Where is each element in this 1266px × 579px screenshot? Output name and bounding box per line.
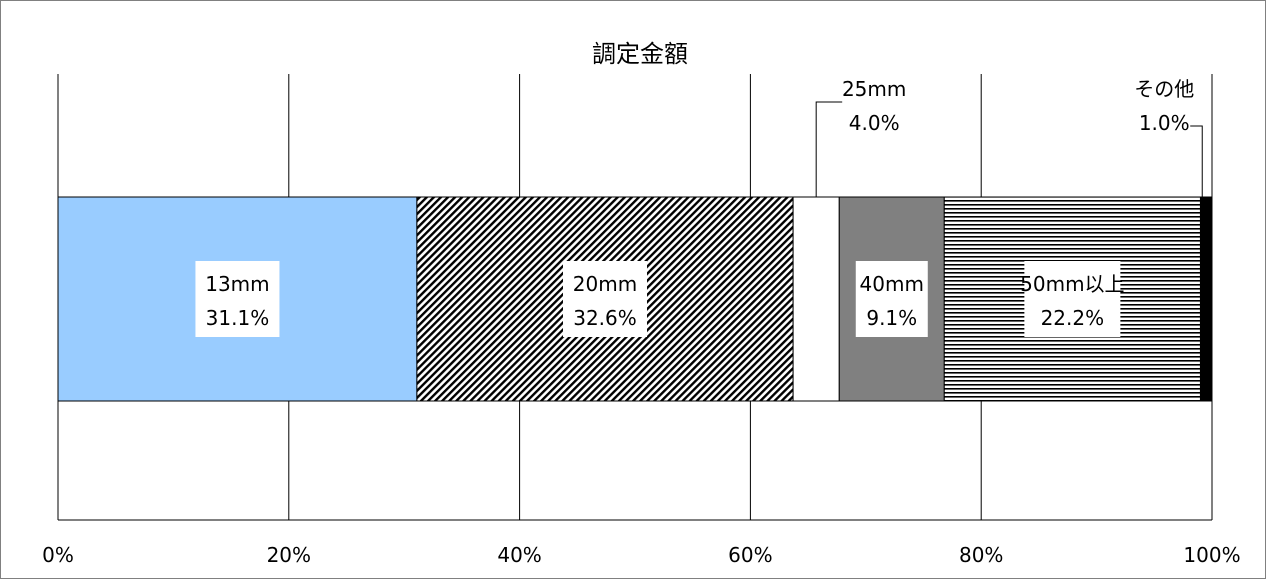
x-tick-label: 100% — [1183, 543, 1240, 567]
leader-line — [1190, 125, 1207, 198]
x-tick-label: 60% — [728, 543, 772, 567]
chart-title: 調定金額 — [592, 40, 688, 68]
leader-lines — [815, 101, 1207, 198]
x-tick-label: 80% — [959, 543, 1003, 567]
x-axis-tick-labels: 0% 20% 40% 60% 80% 100% — [42, 543, 1240, 567]
data-label-value: 9.1% — [866, 306, 917, 330]
data-label-name: 13mm — [205, 272, 269, 296]
bar-segment-25mm — [792, 196, 840, 402]
data-label-name: その他 — [1134, 77, 1194, 101]
bar-segment-その他 — [1199, 196, 1213, 402]
data-label-box — [562, 261, 647, 337]
data-label-value: 1.0% — [1139, 111, 1190, 135]
data-label-name: 40mm — [860, 272, 924, 296]
x-tick-label: 40% — [497, 543, 541, 567]
data-label-box — [195, 261, 280, 337]
data-label-value: 31.1% — [206, 306, 270, 330]
x-tick-label: 20% — [267, 543, 311, 567]
leader-line — [815, 101, 843, 197]
data-label-value: 32.6% — [573, 306, 637, 330]
data-label-name: 20mm — [573, 272, 637, 296]
data-label-value: 4.0% — [849, 111, 900, 135]
data-label-box — [855, 261, 928, 337]
x-tick-label: 0% — [42, 543, 74, 567]
data-label-box — [1024, 261, 1121, 337]
data-label-name: 50mm以上 — [1020, 272, 1124, 296]
data-label-name: 25mm — [842, 77, 906, 101]
data-label-value: 22.2% — [1041, 306, 1105, 330]
data-labels: 13mm 31.1% 20mm 32.6% 25mm 4.0% 40mm 9.1% 50mm以上… — [195, 77, 1194, 337]
